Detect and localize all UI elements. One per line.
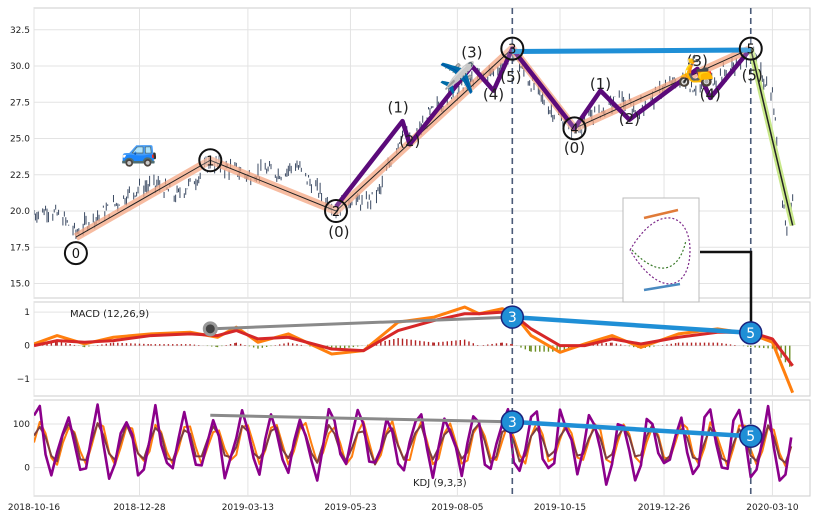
inset-connector-line [700, 250, 753, 326]
x-tick-label: 2019-08-05 [431, 503, 483, 513]
macd-series-line-1 [34, 310, 794, 367]
inset-arrow [643, 208, 679, 220]
kdj-divergence-line-blue [512, 419, 751, 439]
kdj-divergence-label: 3 [508, 415, 517, 431]
wave-point-label: 4 [570, 122, 578, 137]
sub-wave-line [334, 46, 753, 209]
macd-divergence-label: 3 [508, 310, 517, 326]
axes: 2018-10-16 2018-12-28 2019-03-13 2019-05-23… [8, 26, 799, 513]
wave-point-marker [738, 36, 763, 61]
macd-divergence-line-blue [512, 314, 751, 336]
macd-y-tick-label: 0 [24, 342, 30, 352]
macd-plot-frame [33, 301, 811, 397]
elliott-wave-diagram-icon [622, 197, 700, 303]
macd-divergence-marker [500, 305, 525, 329]
wave-point-label: 5 [747, 43, 755, 58]
macd-panel-label: MACD (12,26,9) [70, 309, 149, 320]
airplane-icon: ✈️ [439, 59, 476, 96]
macd-panel [34, 305, 795, 394]
primary-wave-centerline [75, 47, 751, 238]
kdj-divergence-marker [500, 410, 525, 434]
wave-point-marker [63, 241, 88, 266]
sub-wave-label: (4) [483, 85, 504, 103]
kdj-y-tick-label: 100 [13, 420, 30, 430]
x-tick-label: 2019-12-26 [638, 503, 691, 513]
inset-wave-curve [629, 217, 691, 285]
price-y-tick-label: 25.0 [10, 135, 30, 145]
kdj-panel-label: KDJ (9,3,3) [413, 478, 467, 489]
sub-wave-label: (5) [500, 68, 521, 86]
inset-arrow [643, 282, 681, 292]
macd-y-tick-label: −1 [17, 375, 30, 385]
wave-point-label: 1 [206, 154, 214, 169]
sub-wave-label: (1) [388, 98, 409, 116]
car-icon: 🚙 [121, 133, 158, 168]
kdj-divergence-marker [739, 424, 763, 448]
wave-point-marker [500, 36, 525, 61]
x-tick-label: 2018-12-28 [113, 503, 166, 513]
sub-wave-label: (4) [700, 85, 721, 103]
x-tick-label: 2019-05-23 [324, 503, 376, 513]
inset-wave-curve [631, 239, 687, 269]
sub-wave-label: (3) [461, 43, 482, 61]
sub-wave-label: (0) [564, 139, 585, 157]
scooter-icon: 🛵 [677, 54, 714, 89]
wave-point-label: 2 [332, 205, 340, 220]
macd-divergence-marker [739, 321, 763, 345]
kdj-y-tick-label: 0 [24, 464, 30, 474]
x-tick-label: 2019-03-13 [222, 503, 274, 513]
overlay-annotations: (0)(1)(2)(3)(4)(5)(0)(1)(2)(3)(4)(5)0123… [63, 8, 796, 496]
macd-divergence-dot [202, 321, 218, 337]
x-tick-label: 2018-10-16 [8, 503, 61, 513]
price-y-tick-label: 22.5 [10, 171, 30, 181]
wave-point-label: 0 [72, 247, 80, 262]
wave-point-label: 3 [508, 43, 516, 58]
x-tick-label: 2020-03-10 [746, 503, 799, 513]
sub-wave-label: (3) [687, 52, 708, 70]
price-y-tick-label: 30.0 [10, 62, 30, 72]
macd-y-tick-label: 1 [24, 308, 30, 318]
kdj-series-line-2 [34, 403, 793, 486]
kdj-panel [34, 403, 793, 486]
price-y-tick-label: 27.5 [10, 98, 30, 108]
wave-point-marker [198, 148, 223, 173]
price-y-tick-label: 15.0 [10, 280, 30, 290]
top-trendline [512, 47, 751, 54]
x-tick-label: 2019-10-15 [534, 503, 586, 513]
sub-wave-label: (1) [590, 75, 611, 93]
sub-wave-label: (5) [742, 67, 763, 85]
sub-wave-label: (0) [328, 223, 349, 241]
sub-wave-label: (2) [399, 132, 420, 150]
wave-point-marker [324, 199, 349, 223]
wave-point-marker [562, 116, 587, 141]
macd-divergence-line-gray [210, 315, 513, 331]
kdj-divergence-line-gray [210, 413, 513, 424]
sub-wave-label: (2) [619, 110, 640, 128]
correction-wave-centerline [750, 48, 794, 226]
inset-frame [622, 197, 700, 303]
macd-divergence-label: 5 [746, 326, 755, 342]
price-y-tick-label: 32.5 [10, 26, 30, 36]
price-y-tick-label: 20.0 [10, 207, 30, 217]
price-y-tick-label: 17.5 [10, 243, 30, 253]
kdj-divergence-label: 5 [746, 429, 755, 445]
price-panel [34, 44, 794, 241]
